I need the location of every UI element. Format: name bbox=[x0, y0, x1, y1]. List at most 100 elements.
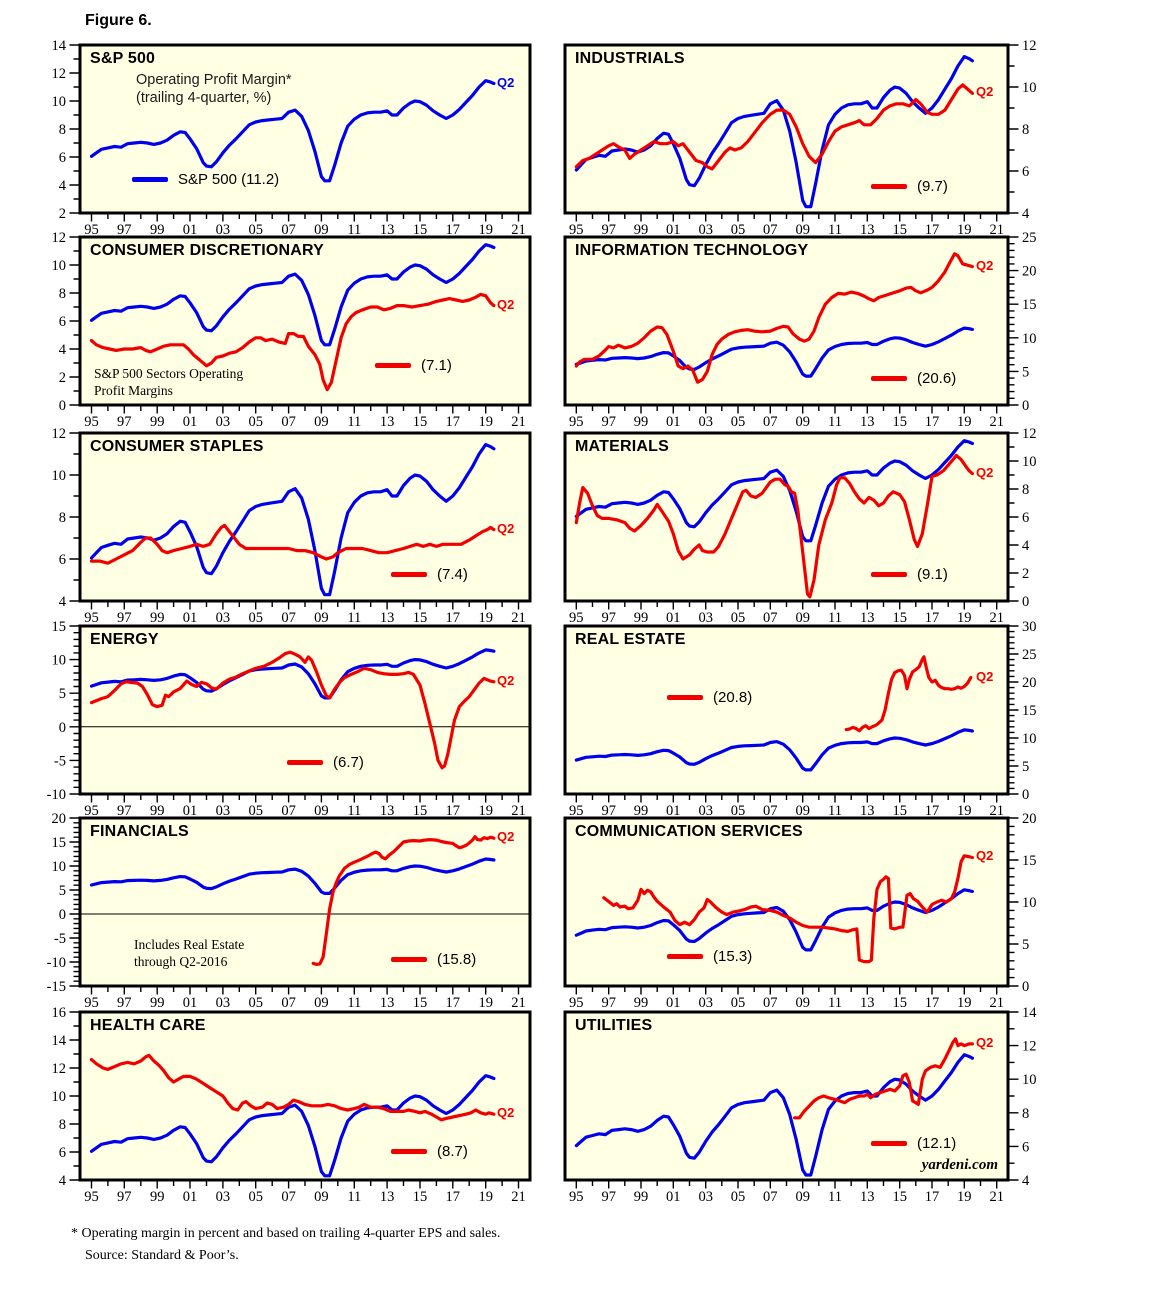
svg-text:13: 13 bbox=[380, 995, 395, 1011]
q2-endpoint-label: Q2 bbox=[976, 1035, 994, 1050]
svg-text:12: 12 bbox=[52, 66, 67, 82]
svg-text:99: 99 bbox=[634, 995, 649, 1011]
svg-text:15: 15 bbox=[413, 222, 428, 238]
svg-text:21: 21 bbox=[511, 222, 526, 238]
legend-line-swatch bbox=[871, 184, 907, 189]
svg-text:8: 8 bbox=[59, 510, 66, 526]
svg-text:0: 0 bbox=[1022, 398, 1029, 414]
svg-text:11: 11 bbox=[828, 1189, 842, 1205]
svg-text:21: 21 bbox=[989, 995, 1004, 1011]
svg-text:95: 95 bbox=[84, 995, 99, 1011]
q2-endpoint-label: Q2 bbox=[497, 521, 515, 536]
panel-note: S&P 500 Sectors Operating Profit Margins bbox=[94, 365, 243, 399]
svg-text:05: 05 bbox=[248, 222, 263, 238]
svg-text:03: 03 bbox=[698, 610, 713, 626]
panel-legend: (8.7) bbox=[391, 1143, 468, 1160]
svg-text:11: 11 bbox=[828, 610, 842, 626]
svg-text:15: 15 bbox=[1022, 703, 1037, 719]
consumer-staples-chart: 95 97 99 01 03 05 07 09 11 13 15 17 19 21 4 6 8 10 12 bbox=[52, 426, 532, 626]
svg-text:03: 03 bbox=[698, 414, 713, 430]
svg-text:-10: -10 bbox=[47, 955, 66, 971]
svg-text:8: 8 bbox=[59, 286, 66, 302]
subtitle-line: (trailing 4-quarter, %) bbox=[136, 90, 272, 106]
svg-text:97: 97 bbox=[601, 414, 616, 430]
footnote-line-2: Source: Standard & Poor’s. bbox=[85, 1248, 239, 1263]
panel-materials: 95 97 99 01 03 05 07 09 11 13 15 17 19 21 0 2 4 6 8 10 12 MA… bbox=[563, 426, 1037, 626]
svg-text:13: 13 bbox=[860, 1189, 875, 1205]
svg-text:15: 15 bbox=[52, 619, 67, 635]
svg-text:21: 21 bbox=[989, 1189, 1004, 1205]
svg-text:4: 4 bbox=[59, 1173, 67, 1189]
svg-text:6: 6 bbox=[59, 552, 66, 568]
svg-text:97: 97 bbox=[117, 414, 132, 430]
svg-text:0: 0 bbox=[1022, 787, 1029, 803]
svg-text:8: 8 bbox=[59, 122, 66, 138]
svg-text:09: 09 bbox=[314, 222, 329, 238]
panel-financials: 95 97 99 01 03 05 07 09 11 13 15 17 19 21 -15 -10 -5 0 5 10… bbox=[47, 811, 532, 1011]
svg-text:01: 01 bbox=[183, 995, 198, 1011]
svg-text:13: 13 bbox=[380, 610, 395, 626]
panel-legend: (15.8) bbox=[391, 951, 476, 968]
svg-text:99: 99 bbox=[150, 803, 165, 819]
svg-text:19: 19 bbox=[478, 414, 493, 430]
svg-text:99: 99 bbox=[634, 222, 649, 238]
panel-legend: (20.8) bbox=[667, 689, 752, 706]
svg-text:13: 13 bbox=[380, 803, 395, 819]
svg-text:01: 01 bbox=[666, 1189, 681, 1205]
q2-endpoint-label: Q2 bbox=[976, 465, 994, 480]
svg-text:03: 03 bbox=[698, 995, 713, 1011]
svg-text:0: 0 bbox=[59, 398, 66, 414]
svg-text:01: 01 bbox=[666, 803, 681, 819]
svg-text:21: 21 bbox=[511, 610, 526, 626]
q2-endpoint-label: Q2 bbox=[976, 848, 994, 863]
panel-title: UTILITIES bbox=[575, 1017, 653, 1034]
svg-text:03: 03 bbox=[216, 803, 231, 819]
svg-text:4: 4 bbox=[1022, 206, 1030, 222]
legend-label: (20.6) bbox=[917, 370, 957, 387]
panel-utilities: 95 97 99 01 03 05 07 09 11 13 15 17 19 21 4 6 8 10 12 14 UT… bbox=[563, 1005, 1037, 1205]
panel-health-care: 95 97 99 01 03 05 07 09 11 13 15 17 19 21 4 6 8 10 12 14 16 … bbox=[52, 1005, 532, 1205]
panel-title: REAL ESTATE bbox=[575, 631, 686, 648]
svg-text:99: 99 bbox=[150, 1189, 165, 1205]
q2-endpoint-label: Q2 bbox=[976, 84, 994, 99]
svg-text:11: 11 bbox=[347, 222, 361, 238]
svg-text:95: 95 bbox=[569, 1189, 584, 1205]
svg-text:97: 97 bbox=[117, 1189, 132, 1205]
panel-title: S&P 500 bbox=[90, 50, 156, 67]
svg-text:07: 07 bbox=[281, 414, 296, 430]
svg-text:97: 97 bbox=[601, 222, 616, 238]
svg-text:19: 19 bbox=[957, 610, 972, 626]
q2-endpoint-label: Q2 bbox=[976, 669, 994, 684]
svg-text:07: 07 bbox=[281, 803, 296, 819]
svg-text:21: 21 bbox=[989, 222, 1004, 238]
panel-title: MATERIALS bbox=[575, 438, 669, 455]
svg-text:95: 95 bbox=[84, 803, 99, 819]
svg-text:01: 01 bbox=[183, 803, 198, 819]
svg-text:05: 05 bbox=[248, 803, 263, 819]
svg-text:15: 15 bbox=[52, 835, 67, 851]
svg-text:09: 09 bbox=[795, 803, 810, 819]
panel-consumer-staples: 95 97 99 01 03 05 07 09 11 13 15 17 19 21 4 6 8 10 12 CONS… bbox=[52, 426, 532, 626]
svg-text:6: 6 bbox=[1022, 510, 1029, 526]
svg-text:99: 99 bbox=[634, 610, 649, 626]
svg-text:13: 13 bbox=[860, 803, 875, 819]
svg-text:05: 05 bbox=[731, 1189, 746, 1205]
svg-text:01: 01 bbox=[183, 222, 198, 238]
svg-text:07: 07 bbox=[281, 995, 296, 1011]
svg-text:05: 05 bbox=[248, 1189, 263, 1205]
legend-label: S&P 500 (11.2) bbox=[178, 171, 280, 188]
svg-text:13: 13 bbox=[380, 414, 395, 430]
panel-consumer-discretionary: 95 97 99 01 03 05 07 09 11 13 15 17 19 21 0 2 4 6 8 10 12 CO… bbox=[52, 230, 532, 430]
svg-text:95: 95 bbox=[569, 803, 584, 819]
svg-text:05: 05 bbox=[731, 610, 746, 626]
svg-text:8: 8 bbox=[1022, 122, 1029, 138]
svg-text:99: 99 bbox=[634, 414, 649, 430]
panel-title: INFORMATION TECHNOLOGY bbox=[575, 242, 809, 259]
svg-text:01: 01 bbox=[666, 610, 681, 626]
legend-label: (15.8) bbox=[437, 951, 477, 968]
svg-text:30: 30 bbox=[1022, 619, 1037, 635]
svg-text:97: 97 bbox=[117, 610, 132, 626]
svg-text:03: 03 bbox=[698, 1189, 713, 1205]
